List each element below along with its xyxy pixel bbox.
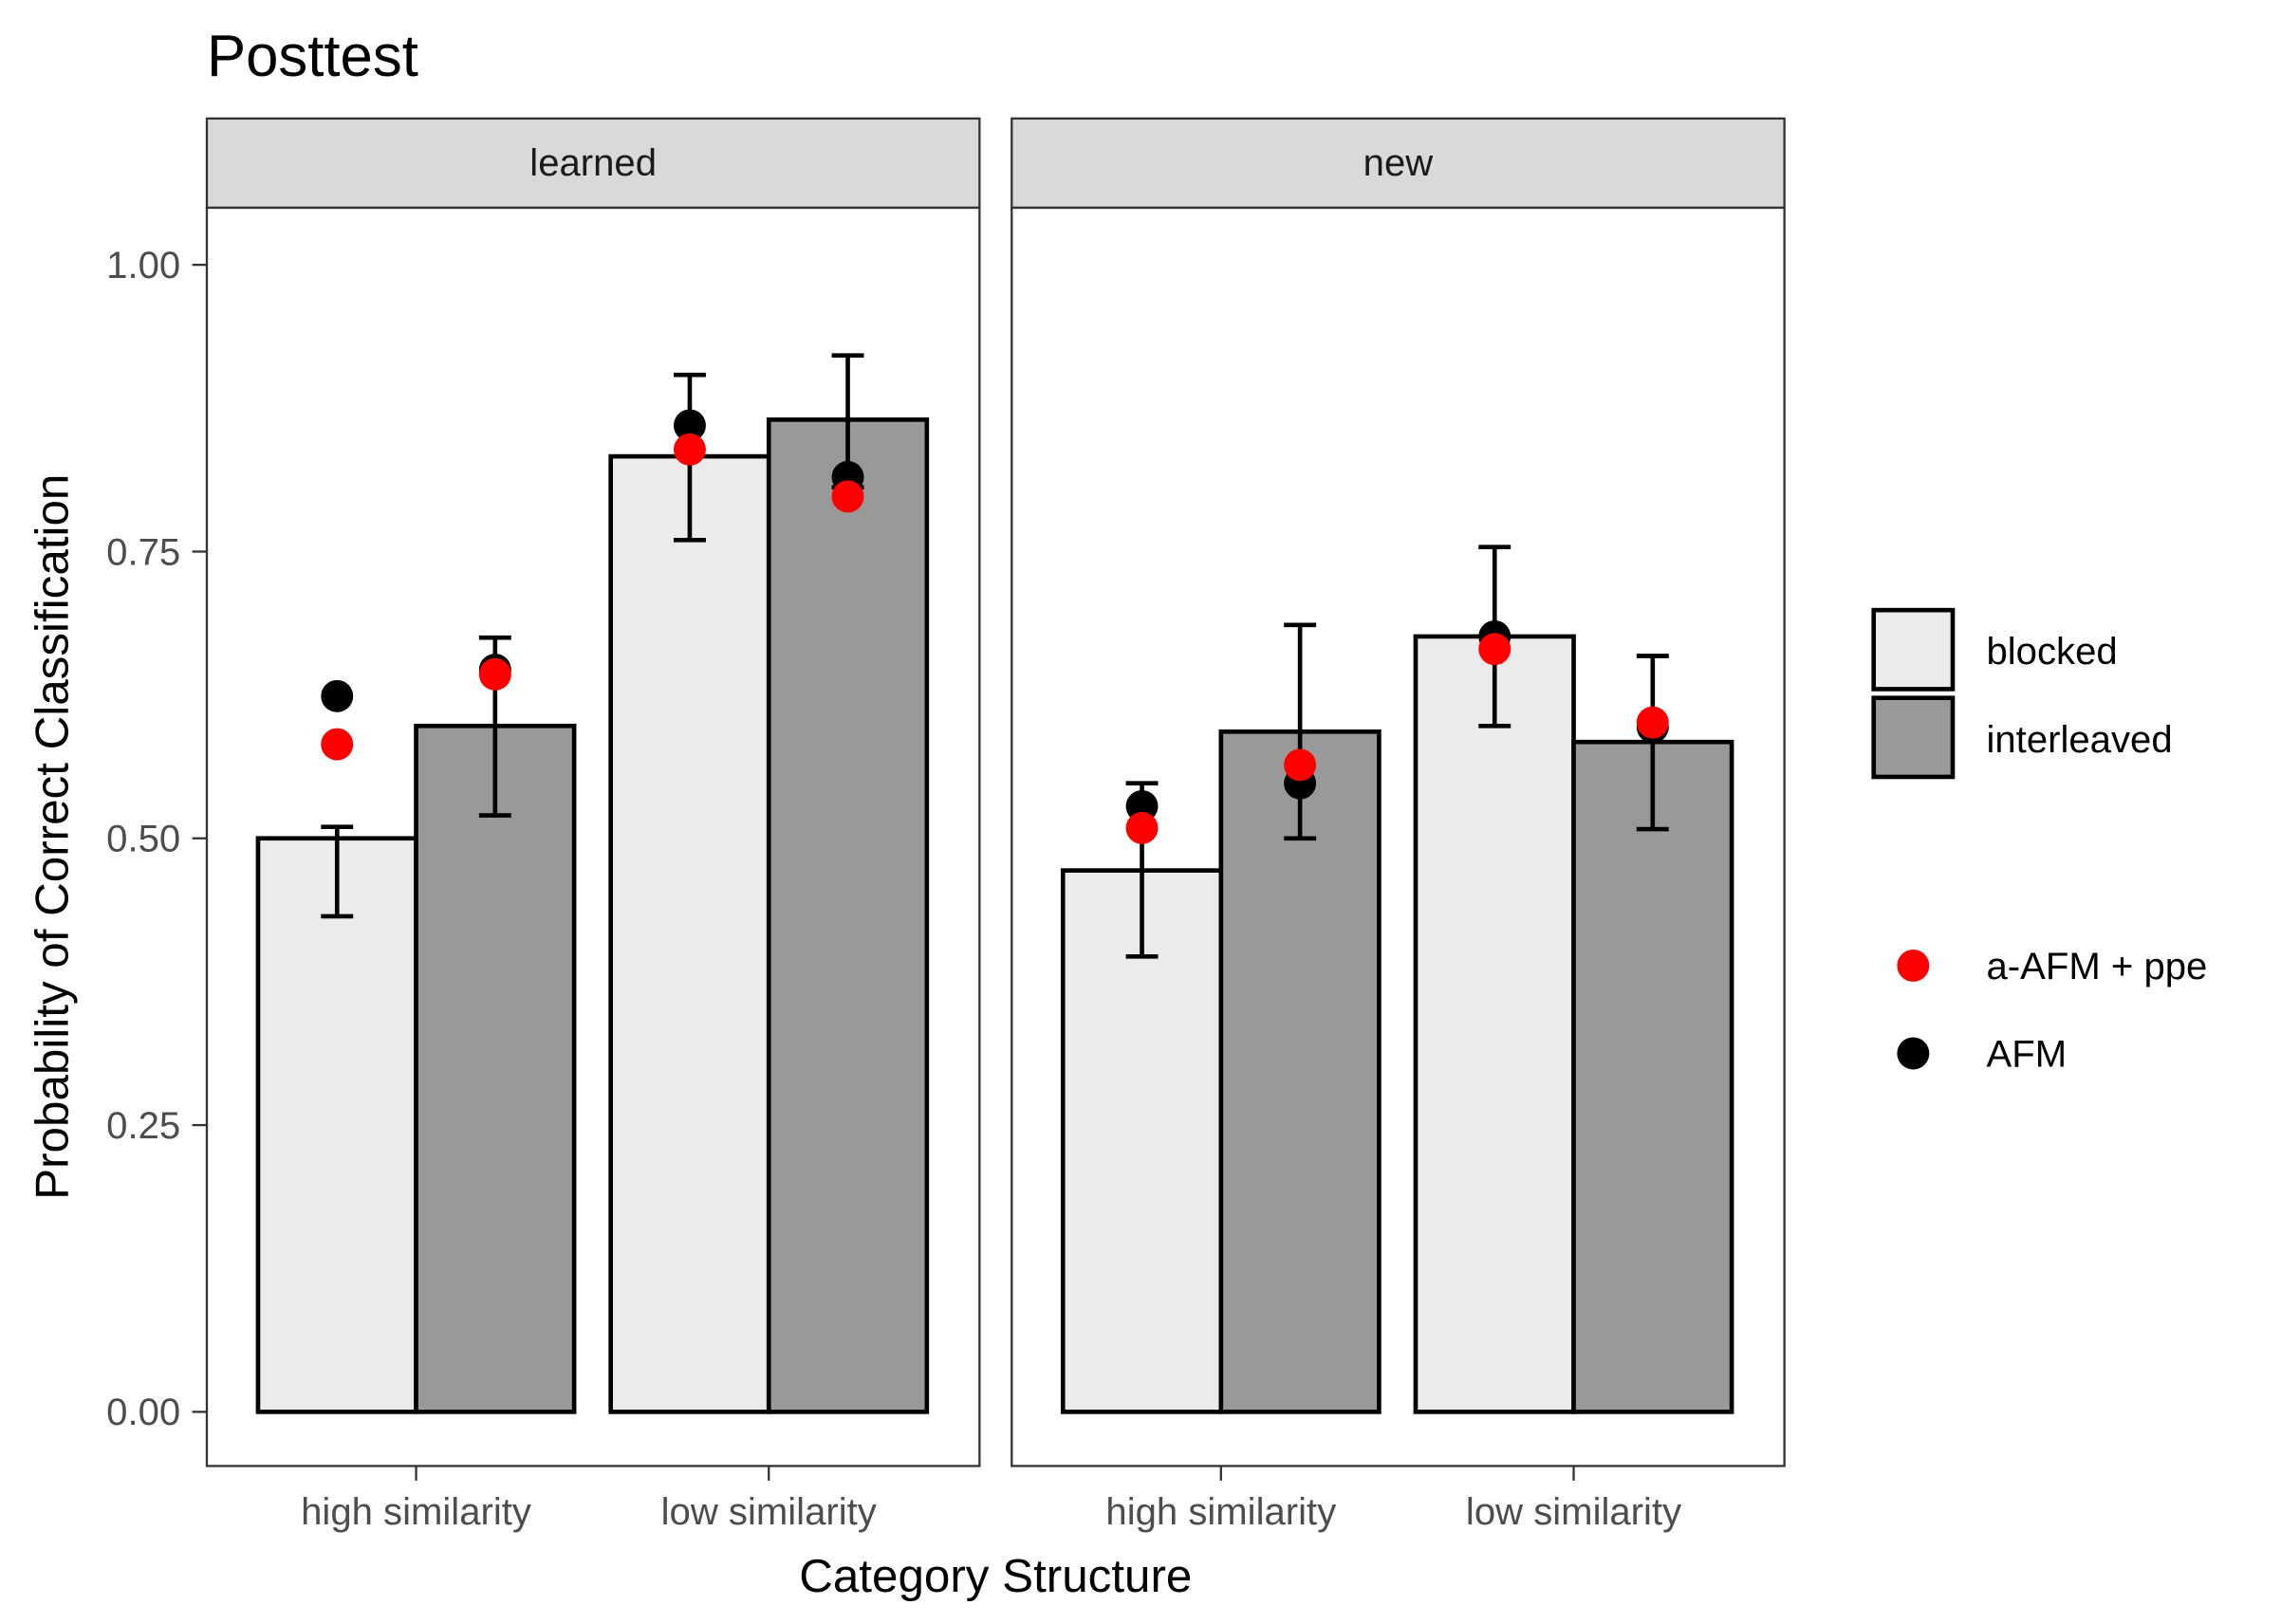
chart-title: Posttest [207,24,418,89]
point-aafm-ppe [478,657,511,691]
x-tick-label: low similarity [1466,1491,1681,1533]
x-tick-label: low similarity [661,1491,877,1533]
bar-blocked [608,453,771,1414]
facet-strip-label: new [1363,142,1435,184]
point-aafm-ppe [831,480,864,513]
legend-point-key [1897,1037,1930,1070]
y-tick-label: 0.50 [106,819,180,860]
point-afm [321,679,354,712]
legend-key-blocked [1871,607,1956,692]
x-tick-label: high similarity [301,1491,531,1533]
legend-label: AFM [1986,1033,2067,1075]
legend: blocked interleaved a-AFM + ppe AFM [1871,607,2207,1075]
bar-blocked [255,836,418,1414]
point-aafm-ppe [1478,633,1511,666]
y-tick-label: 0.25 [106,1105,180,1147]
bar-interleaved [766,417,930,1414]
point-afm [673,409,706,442]
point-aafm-ppe [1125,811,1159,844]
panel-learned: learned high similarity low similarity [205,117,981,1533]
legend-key-interleaved [1871,695,1956,780]
facet-strip [205,117,981,210]
x-tick-label: high similarity [1105,1491,1336,1533]
bar-blocked [1060,868,1224,1414]
y-axis: 0.00 0.25 0.50 0.75 1.00 [106,245,207,1433]
y-tick-label: 1.00 [106,245,180,286]
point-aafm-ppe [1284,748,1317,782]
panel-new: new high similarity low similarity [1011,117,1786,1533]
legend-label: blocked [1986,631,2117,673]
point-aafm-ppe [673,433,706,466]
y-axis-label: Probability of Correct Classification [26,474,78,1200]
bar-interleaved [1218,729,1382,1414]
x-axis-label: Category Structure [799,1550,1192,1602]
legend-label: a-AFM + ppe [1986,946,2207,987]
y-tick-label: 0.00 [106,1392,180,1433]
bar-blocked [1413,634,1576,1414]
bar-interleaved [1571,739,1734,1414]
facet-strip [1011,117,1786,210]
point-aafm-ppe [1636,706,1669,739]
point-aafm-ppe [321,728,354,761]
y-tick-label: 0.75 [106,531,180,573]
bar-interleaved [414,723,577,1414]
legend-label: interleaved [1986,719,2172,761]
legend-point-key [1897,949,1930,982]
facet-strip-label: learned [529,142,657,184]
